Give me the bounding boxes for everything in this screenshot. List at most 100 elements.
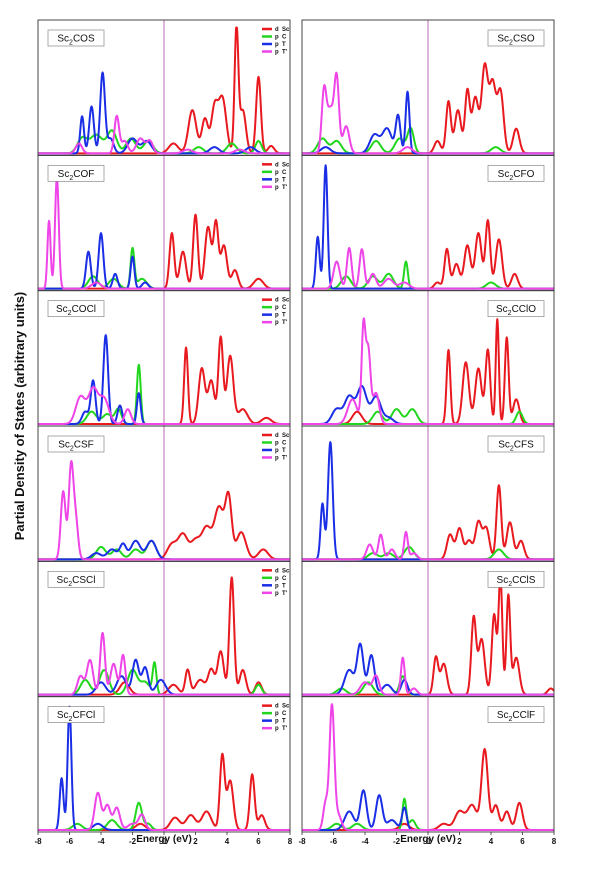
legend-label: p (275, 711, 279, 717)
panel-label-box (487, 570, 545, 588)
legend-label: p (275, 726, 279, 732)
legend-label: p (275, 440, 279, 446)
legend-label: d (275, 433, 279, 439)
x-tick-label: -4 (97, 837, 105, 846)
legend-element: T' (282, 591, 288, 597)
legend-label: p (275, 448, 279, 454)
series-red-line (37, 26, 291, 155)
panel-cfo: Sc2CFO (301, 154, 555, 292)
legend-element: T (282, 583, 286, 589)
x-tick-label: -4 (361, 837, 369, 846)
series-magenta-line (301, 530, 555, 561)
x-tick-label: -8 (34, 837, 42, 846)
legend-element: T (282, 719, 286, 725)
x-tick-label: 6 (520, 837, 525, 846)
legend-element: T' (282, 455, 288, 461)
x-axis-title-right: Energy (eV) (400, 834, 456, 845)
x-tick-label: 2 (193, 837, 198, 846)
panel-label: Sc2CFCl (57, 710, 95, 723)
legend-label: p (275, 320, 279, 326)
legend-element: C (282, 170, 287, 176)
legend-element: Sc (282, 162, 290, 168)
panel-cclf: Sc2CClF -8 -6 -4 -2 0 2 4 6 8 (298, 696, 557, 846)
panel-label: Sc2CSO (497, 34, 534, 47)
panel-label: Sc2CClF (497, 710, 535, 723)
x-tick-label: 2 (457, 837, 462, 846)
series-magenta-line (301, 656, 555, 696)
panel-cfs: Sc2CFS (301, 425, 555, 562)
legend-label: d (275, 704, 279, 710)
series-magenta-line (37, 631, 291, 696)
legend-element: T (282, 42, 286, 48)
x-tick-label: 4 (225, 837, 230, 846)
panel-csf: Sc2CSF d Scp Cp Tp T' (37, 425, 291, 562)
panel-label-box (487, 300, 545, 318)
x-tick-label: 8 (552, 837, 557, 846)
x-tick-label: 6 (256, 837, 261, 846)
legend: d Scp Cp Tp T' (262, 162, 290, 191)
panel-label: Sc2COF (58, 169, 95, 182)
panel-label: Sc2CSCl (57, 575, 96, 588)
series-magenta-line (37, 791, 291, 831)
y-axis-title: Partial Density of States (arbitrary uni… (12, 292, 27, 541)
legend-element: C (282, 576, 287, 582)
series-magenta-line (37, 114, 291, 155)
panel-label-box (47, 300, 105, 318)
legend-element: C (282, 440, 287, 446)
legend-label: p (275, 42, 279, 48)
x-tick-label: 8 (288, 837, 293, 846)
panel-label: Sc2CClO (496, 304, 536, 317)
x-tick-label: -6 (66, 837, 74, 846)
legend-element: Sc (282, 298, 290, 304)
panel-label-box (487, 706, 545, 724)
x-axis-title-left: Energy (eV) (136, 834, 192, 845)
panel-label: Sc2CSF (58, 439, 94, 452)
legend-element: Sc (282, 704, 290, 710)
legend-element: T' (282, 185, 288, 191)
panel-label-box (47, 164, 105, 182)
panel-label-box (487, 29, 545, 47)
legend-element: C (282, 711, 287, 717)
legend-element: C (282, 305, 287, 311)
legend-label: p (275, 50, 279, 56)
panel-cclo: Sc2CClO (301, 290, 555, 427)
legend-label: p (275, 719, 279, 725)
legend-label: p (275, 591, 279, 597)
legend-element: Sc (282, 568, 290, 574)
legend-label: p (275, 305, 279, 311)
legend-element: T' (282, 320, 288, 326)
legend-label: p (275, 583, 279, 589)
panel-label-box (487, 164, 545, 182)
legend-label: p (275, 576, 279, 582)
legend-element: T (282, 448, 286, 454)
series-magenta-line (301, 703, 555, 831)
panel-label-box (487, 435, 545, 453)
x-tick-label: 0 (162, 837, 167, 846)
legend-element: Sc (282, 27, 290, 33)
x-tick-label: -2 (393, 837, 401, 846)
panel-label: Sc2CFS (498, 439, 534, 452)
x-tick-label: 4 (489, 837, 494, 846)
panel-label: Sc2CFO (498, 169, 535, 182)
legend-label: p (275, 170, 279, 176)
legend-label: p (275, 455, 279, 461)
legend: d Scp Cp Tp T' (262, 433, 290, 461)
legend-element: T (282, 177, 286, 183)
x-tick-label: -6 (330, 837, 338, 846)
legend: d Scp Cp Tp T' (262, 27, 290, 56)
legend-label: p (275, 35, 279, 41)
panel-label-box (47, 570, 105, 588)
legend-element: T' (282, 726, 288, 732)
panel-label-box (47, 435, 105, 453)
legend-label: d (275, 27, 279, 33)
legend-element: C (282, 35, 287, 41)
panel-label-box (47, 29, 105, 47)
legend-label: p (275, 185, 279, 191)
panel-label: Sc2CClS (497, 575, 536, 588)
panel-cso: Sc2CSO (301, 19, 555, 156)
